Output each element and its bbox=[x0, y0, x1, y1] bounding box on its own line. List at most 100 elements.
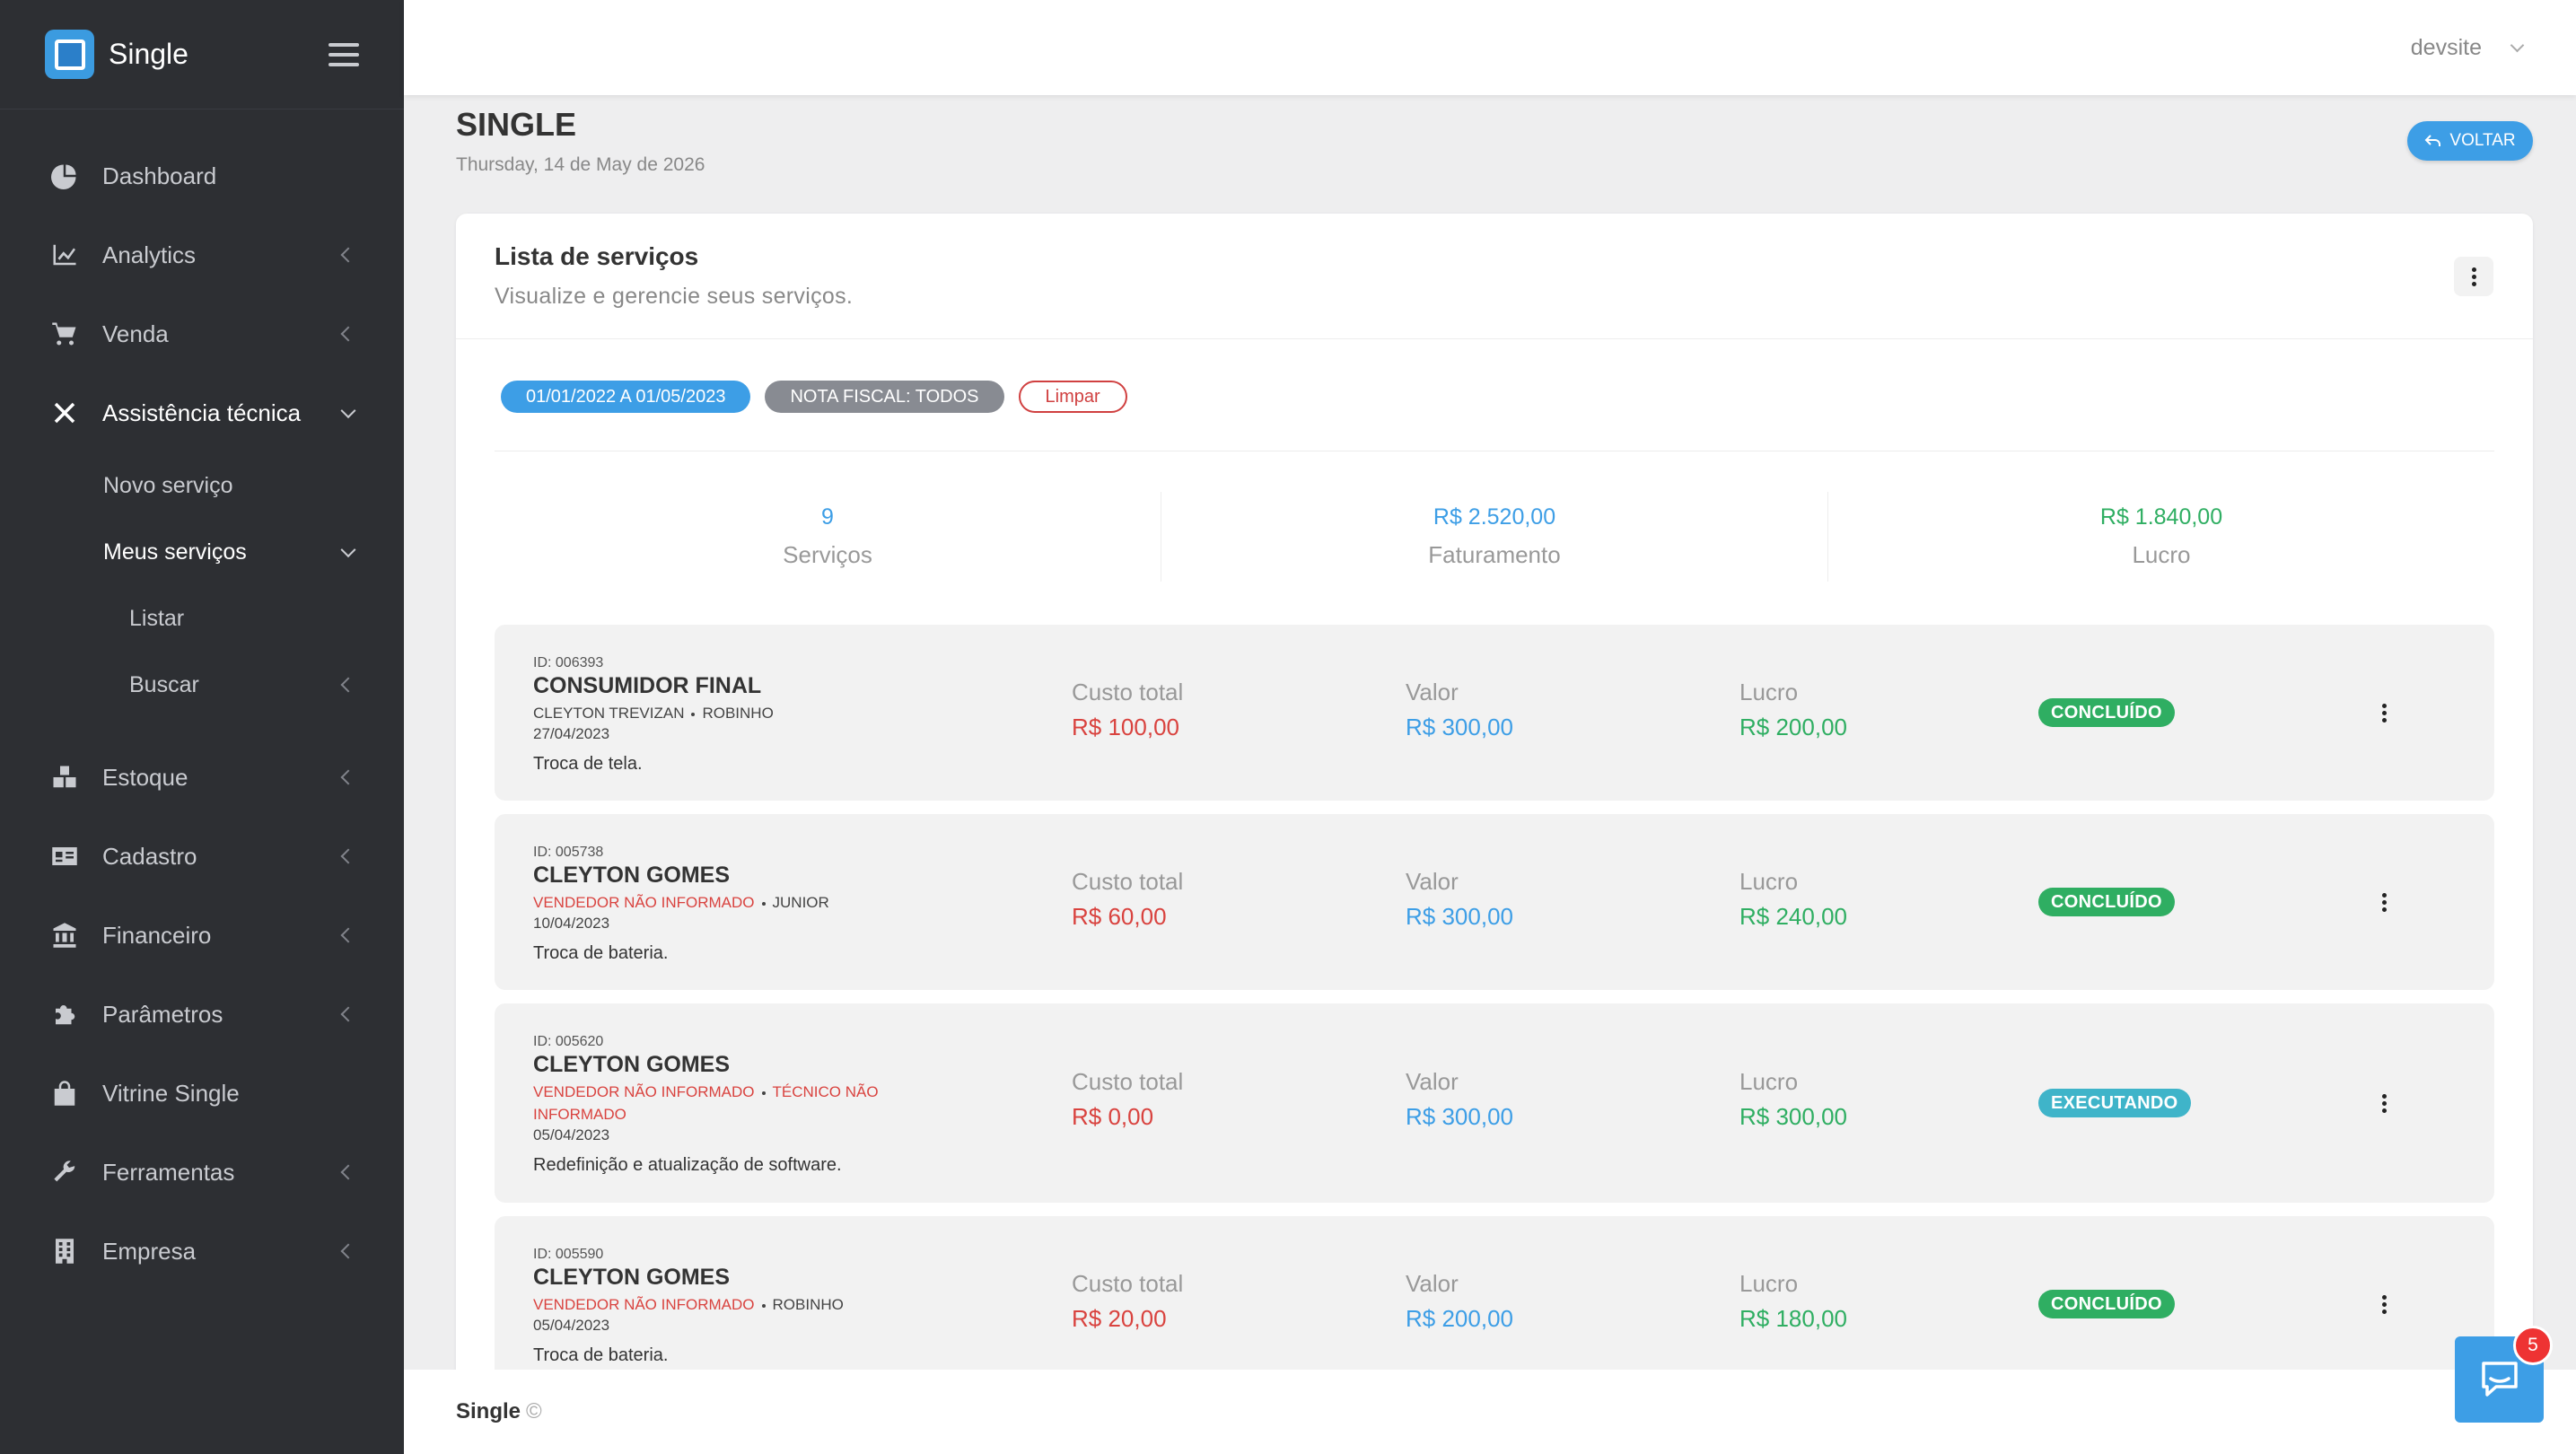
clear-filters-button[interactable]: Limpar bbox=[1018, 381, 1127, 413]
metric-value: R$ 200,00 bbox=[1406, 1305, 1513, 1332]
sidebar-item-label: Venda bbox=[102, 320, 169, 347]
topbar: devsite bbox=[404, 0, 2576, 95]
metric-label: Valor bbox=[1406, 1270, 1459, 1297]
stat-value: R$ 1.840,00 bbox=[2099, 504, 2223, 530]
service-profit: Lucro R$ 200,00 bbox=[1739, 679, 1847, 741]
puzzle-icon bbox=[50, 1000, 79, 1029]
sidebar-item-dashboard[interactable]: Dashboard bbox=[0, 136, 404, 215]
service-technician: JUNIOR bbox=[772, 894, 829, 911]
service-item[interactable]: ID: 005590 CLEYTON GOMES VENDEDOR NÃO IN… bbox=[495, 1216, 2494, 1392]
service-id: ID: 005620 bbox=[533, 1034, 604, 1049]
sidebar-item-meus-servicos[interactable]: Meus serviços bbox=[0, 519, 404, 585]
sidebar-item-ferramentas[interactable]: Ferramentas bbox=[0, 1133, 404, 1212]
sidebar-item-label: Financeiro bbox=[102, 921, 212, 949]
service-info: ID: 005738 CLEYTON GOMES VENDEDOR NÃO IN… bbox=[533, 845, 829, 964]
metric-label: Valor bbox=[1406, 868, 1459, 895]
service-cost: Custo total R$ 100,00 bbox=[1072, 679, 1183, 741]
service-people: VENDEDOR NÃO INFORMADO JUNIOR bbox=[533, 891, 829, 914]
sidebar-item-analytics[interactable]: Analytics bbox=[0, 215, 404, 294]
metric-value: R$ 300,00 bbox=[1406, 903, 1513, 930]
metric-value: R$ 300,00 bbox=[1739, 1103, 1847, 1130]
service-date: 05/04/2023 bbox=[533, 1317, 610, 1334]
service-technician: ROBINHO bbox=[702, 705, 774, 722]
stat-value: 9 bbox=[821, 504, 834, 530]
service-description: Redefinição e atualização de software. bbox=[533, 1155, 842, 1175]
service-options-button[interactable] bbox=[2364, 693, 2404, 732]
stat-profit: R$ 1.840,00 Lucro bbox=[1828, 492, 2494, 582]
sidebar-item-label: Buscar bbox=[129, 671, 199, 697]
sidebar-item-cadastro[interactable]: Cadastro bbox=[0, 817, 404, 896]
service-technician: TÉCNICO NÃO bbox=[772, 1083, 879, 1100]
sidebar-item-assistencia-tecnica[interactable]: Assistência técnica bbox=[0, 373, 404, 452]
sidebar-item-label: Estoque bbox=[102, 763, 188, 791]
footer: Single © bbox=[404, 1370, 2576, 1454]
service-date: 05/04/2023 bbox=[533, 1126, 610, 1143]
service-item[interactable]: ID: 005620 CLEYTON GOMES VENDEDOR NÃO IN… bbox=[495, 1003, 2494, 1203]
service-options-button[interactable] bbox=[2364, 1083, 2404, 1123]
chevron-left-icon bbox=[340, 848, 356, 864]
back-button[interactable]: VOLTAR bbox=[2407, 121, 2533, 161]
metric-label: Lucro bbox=[1739, 1270, 1799, 1297]
sidebar-item-parametros[interactable]: Parâmetros bbox=[0, 975, 404, 1054]
service-date: 27/04/2023 bbox=[533, 725, 610, 742]
sidebar-item-label: Assistência técnica bbox=[102, 399, 302, 426]
metric-label: Valor bbox=[1406, 1068, 1459, 1095]
status-badge: CONCLUÍDO bbox=[2038, 1290, 2175, 1318]
service-item[interactable]: ID: 005738 CLEYTON GOMES VENDEDOR NÃO IN… bbox=[495, 814, 2494, 990]
chevron-left-icon bbox=[340, 769, 356, 785]
wrench-icon bbox=[50, 1158, 79, 1187]
stat-label: Faturamento bbox=[1428, 541, 1561, 568]
metric-label: Custo total bbox=[1072, 1270, 1184, 1297]
filter-chips: 01/01/2022 A 01/05/2023 NOTA FISCAL: TOD… bbox=[501, 381, 1127, 413]
card-options-button[interactable] bbox=[2454, 257, 2493, 296]
sidebar-item-label: Listar bbox=[129, 605, 185, 631]
hamburger-menu-icon[interactable] bbox=[329, 42, 359, 66]
metric-label: Custo total bbox=[1072, 679, 1184, 705]
sidebar-item-financeiro[interactable]: Financeiro bbox=[0, 896, 404, 975]
sidebar-item-label: Empresa bbox=[102, 1237, 197, 1265]
service-technician-cont: INFORMADO bbox=[533, 1106, 626, 1123]
sidebar-item-label: Analytics bbox=[102, 241, 197, 268]
chevron-left-icon bbox=[340, 326, 356, 342]
chevron-down-icon bbox=[2510, 38, 2525, 52]
service-people: VENDEDOR NÃO INFORMADO TÉCNICO NÃO INFORMA… bbox=[533, 1081, 879, 1126]
building-icon bbox=[50, 1237, 79, 1266]
service-info: ID: 005590 CLEYTON GOMES VENDEDOR NÃO IN… bbox=[533, 1247, 844, 1366]
sidebar-item-estoque[interactable]: Estoque bbox=[0, 738, 404, 817]
service-people: VENDEDOR NÃO INFORMADO ROBINHO bbox=[533, 1293, 844, 1316]
service-info: ID: 006393 CONSUMIDOR FINAL CLEYTON TREV… bbox=[533, 655, 774, 775]
sidebar-item-label: Dashboard bbox=[102, 162, 217, 189]
brand-title[interactable]: Single bbox=[109, 38, 188, 70]
service-client: CONSUMIDOR FINAL bbox=[533, 673, 762, 698]
chevron-left-icon bbox=[340, 1243, 356, 1259]
sidebar-item-listar[interactable]: Listar bbox=[0, 585, 404, 652]
metric-label: Custo total bbox=[1072, 868, 1184, 895]
brand-logo-icon[interactable] bbox=[45, 30, 94, 79]
footer-copyright: © bbox=[526, 1399, 542, 1423]
sidebar-item-buscar[interactable]: Buscar bbox=[0, 652, 404, 718]
service-client: CLEYTON GOMES bbox=[533, 1265, 731, 1290]
nota-fiscal-filter-chip[interactable]: NOTA FISCAL: TODOS bbox=[765, 381, 1004, 413]
service-options-button[interactable] bbox=[2364, 1284, 2404, 1324]
service-date: 10/04/2023 bbox=[533, 915, 610, 932]
sidebar-item-novo-servico[interactable]: Novo serviço bbox=[0, 452, 404, 519]
date-range-filter-chip[interactable]: 01/01/2022 A 01/05/2023 bbox=[501, 381, 751, 413]
service-client: CLEYTON GOMES bbox=[533, 863, 731, 888]
sidebar-item-venda[interactable]: Venda bbox=[0, 294, 404, 373]
service-item[interactable]: ID: 006393 CONSUMIDOR FINAL CLEYTON TREV… bbox=[495, 625, 2494, 801]
user-menu[interactable]: devsite bbox=[2411, 35, 2525, 61]
chevron-left-icon bbox=[340, 247, 356, 263]
return-arrow-icon bbox=[2424, 135, 2441, 146]
metric-value: R$ 100,00 bbox=[1072, 714, 1179, 740]
sidebar-item-empresa[interactable]: Empresa bbox=[0, 1212, 404, 1291]
service-technician: ROBINHO bbox=[772, 1296, 844, 1313]
service-profit: Lucro R$ 180,00 bbox=[1739, 1270, 1847, 1333]
sidebar-item-vitrine-single[interactable]: Vitrine Single bbox=[0, 1054, 404, 1133]
service-options-button[interactable] bbox=[2364, 882, 2404, 922]
sidebar-item-label: Parâmetros bbox=[102, 1000, 223, 1028]
stat-services: 9 Serviços bbox=[495, 492, 1161, 582]
bank-icon bbox=[50, 921, 79, 950]
chevron-down-icon bbox=[340, 403, 356, 419]
card-subtitle: Visualize e gerencie seus serviços. bbox=[495, 284, 854, 309]
summary-stats: 9 Serviços R$ 2.520,00 Faturamento R$ 1.… bbox=[495, 492, 2494, 582]
